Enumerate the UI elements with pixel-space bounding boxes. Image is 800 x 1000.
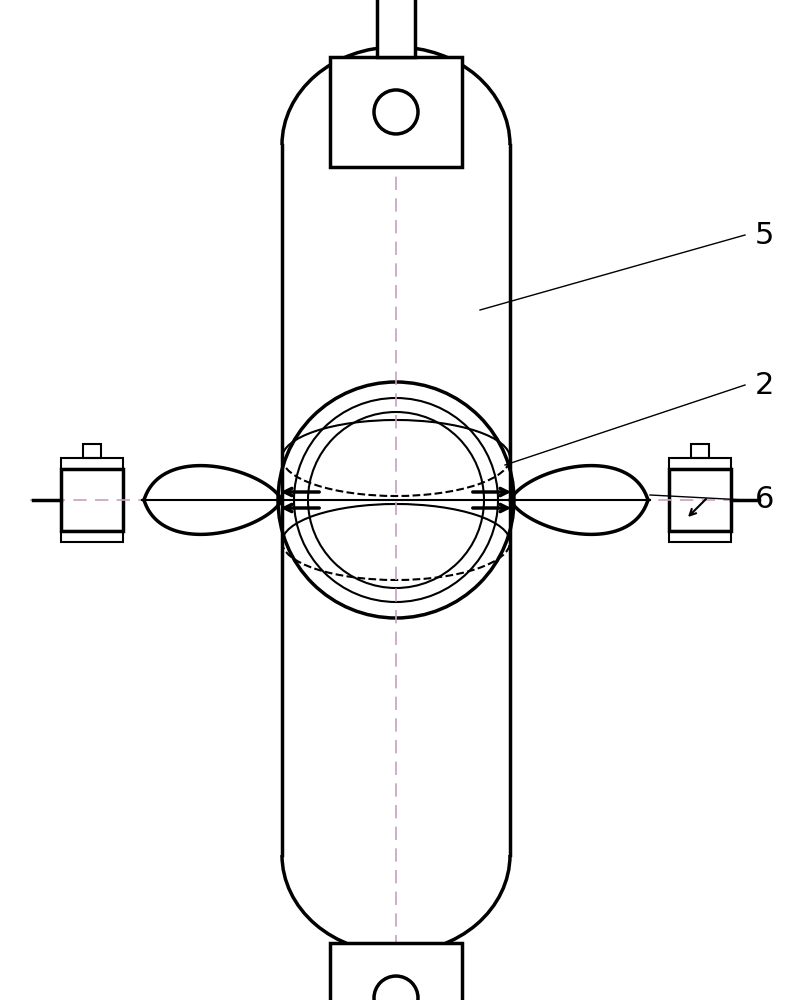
Bar xyxy=(669,458,731,469)
Bar xyxy=(691,444,709,458)
Bar xyxy=(61,458,123,469)
Bar xyxy=(61,531,123,542)
Bar xyxy=(61,469,123,531)
Bar xyxy=(669,531,731,542)
Text: 6: 6 xyxy=(755,486,774,514)
Text: 2: 2 xyxy=(755,370,774,399)
Bar xyxy=(330,57,462,167)
Bar xyxy=(83,444,101,458)
Bar xyxy=(330,943,462,1000)
Text: 5: 5 xyxy=(755,221,774,249)
Bar xyxy=(377,0,415,57)
Bar xyxy=(669,469,731,531)
